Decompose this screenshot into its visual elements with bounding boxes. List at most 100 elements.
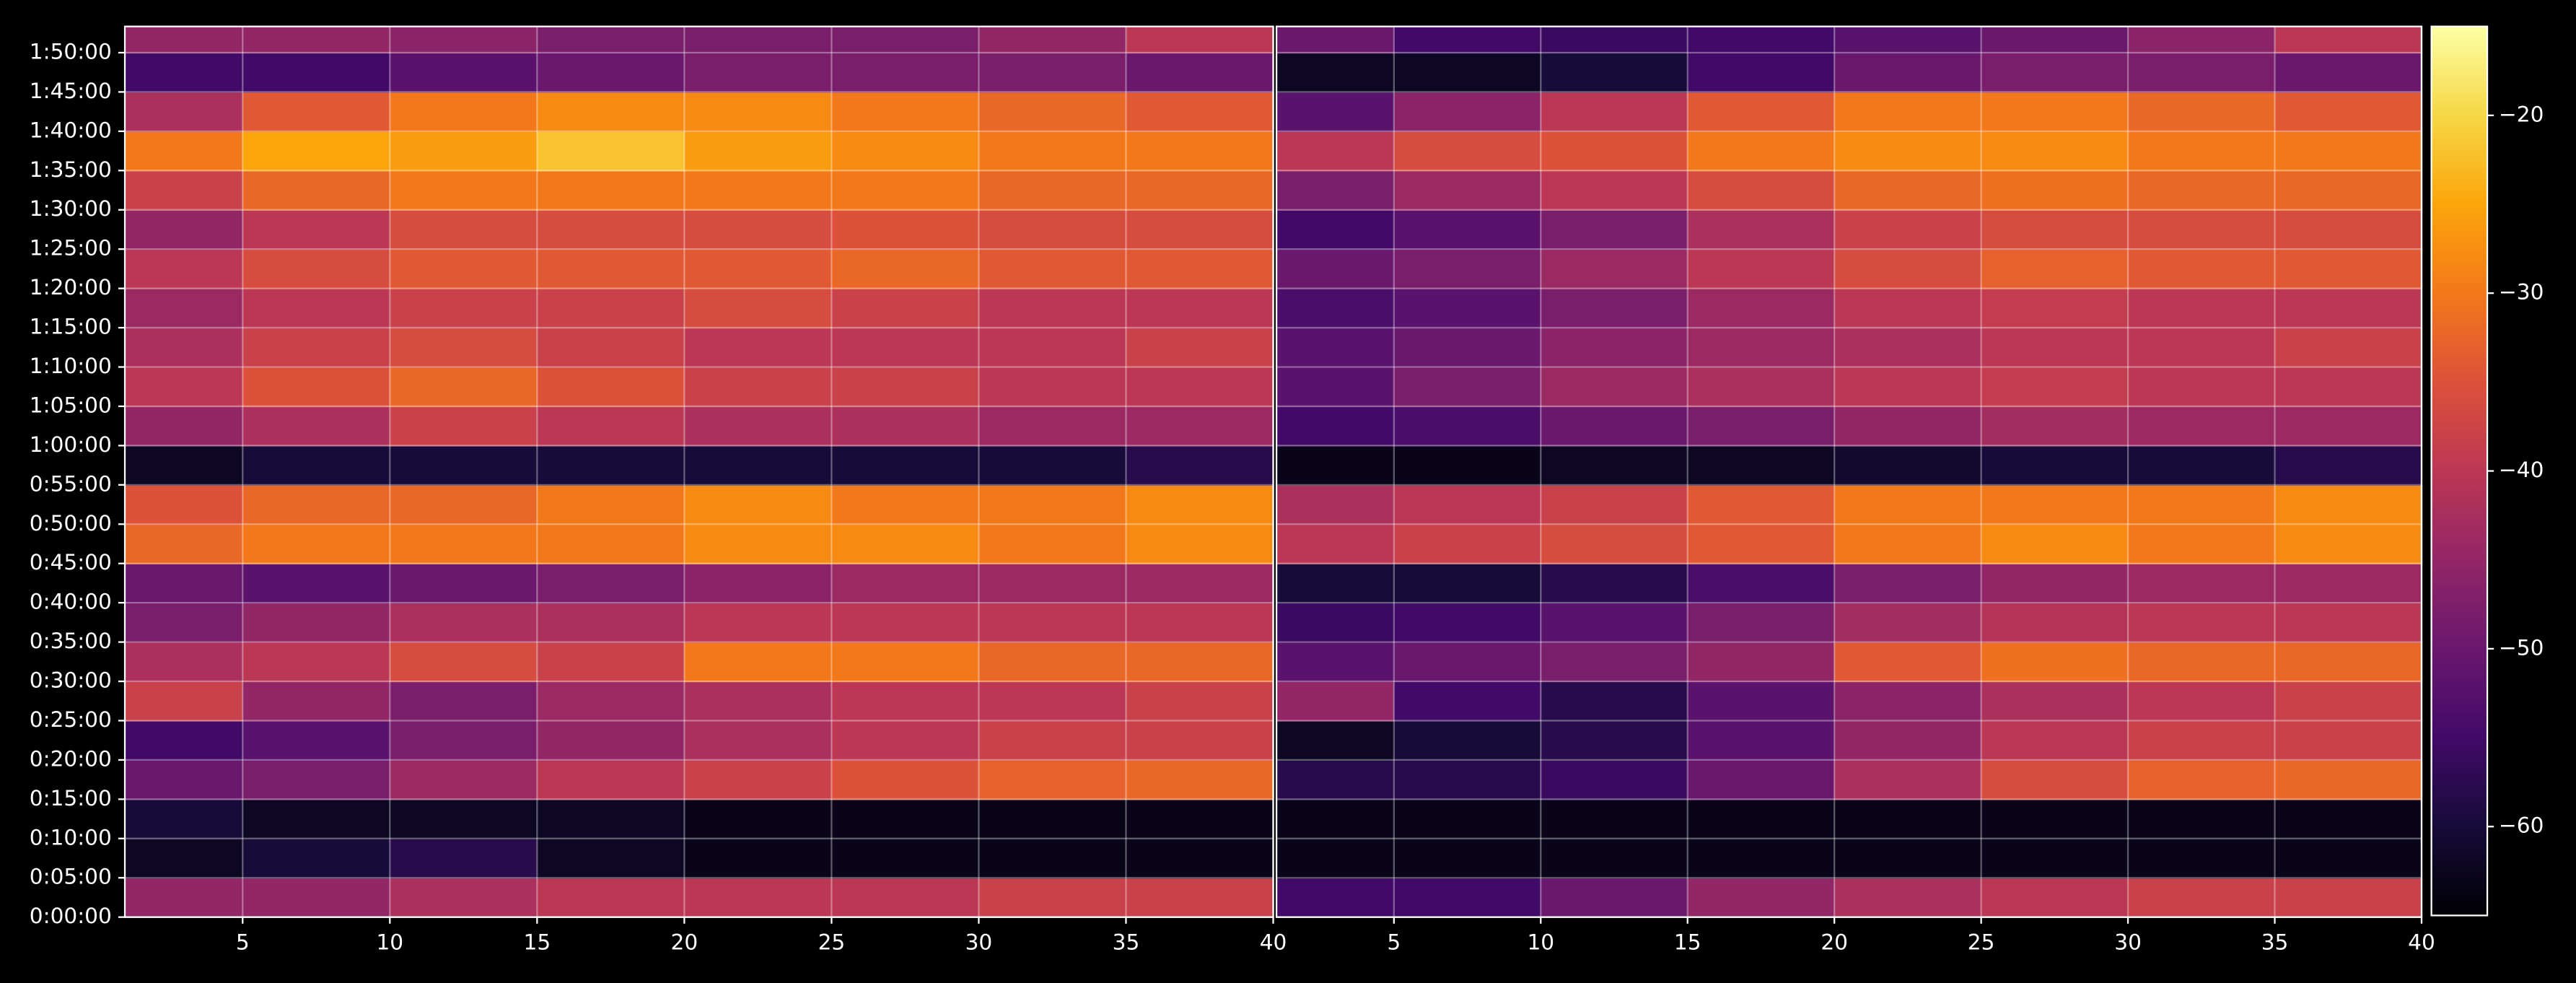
heatmap-cell <box>1393 52 1542 93</box>
heatmap-cell <box>125 92 244 132</box>
heatmap-cell <box>1687 799 1836 839</box>
heatmap-cell <box>2274 681 2423 722</box>
heatmap-cell <box>1126 367 1274 408</box>
heatmap-cell <box>390 878 538 918</box>
heatmap-cell <box>1834 524 1982 564</box>
heatmap-cell <box>1981 799 2129 839</box>
heatmap-cell <box>242 170 391 211</box>
heatmap-cell <box>1981 524 2129 564</box>
heatmap-cell <box>1541 52 1688 93</box>
heatmap-cell <box>684 249 833 289</box>
heatmap-cell <box>1126 681 1274 722</box>
heatmap-cell <box>1981 563 2129 604</box>
heatmap-cell <box>1126 406 1274 447</box>
heatmap-cell <box>684 52 833 93</box>
heatmap-cell <box>831 249 980 289</box>
heatmap-cell <box>125 484 244 525</box>
colorbar-tick-label: −20 <box>2499 102 2544 126</box>
heatmap-cell <box>2128 445 2276 486</box>
heatmap-cell <box>1126 26 1274 54</box>
heatmap-cell <box>2128 642 2276 683</box>
heatmap-cell <box>1276 92 1395 132</box>
heatmap-cell <box>242 328 391 368</box>
heatmap-cell <box>1276 524 1395 564</box>
heatmap-cell <box>1687 209 1836 250</box>
heatmap-cell <box>1541 524 1688 564</box>
heatmap-cell <box>1834 878 1982 918</box>
heatmap-cell <box>390 170 538 211</box>
y-tick-label: 0:15:00 <box>30 786 112 811</box>
heatmap-panel <box>125 26 1274 918</box>
heatmap-cell <box>1541 445 1688 486</box>
heatmap-cell <box>1981 249 2129 289</box>
heatmap-cell <box>1541 328 1688 368</box>
heatmap-cell <box>684 878 833 918</box>
heatmap-cell <box>1981 681 2129 722</box>
heatmap-cell <box>1126 288 1274 329</box>
heatmap-cell <box>1393 720 1542 761</box>
heatmap-cell <box>684 288 833 329</box>
heatmap-cell <box>537 328 685 368</box>
heatmap-cell <box>831 131 980 172</box>
heatmap-cell <box>978 524 1127 564</box>
heatmap-cell <box>831 524 980 564</box>
heatmap-cell <box>1276 131 1395 172</box>
heatmap-cell <box>537 406 685 447</box>
heatmap-cell <box>1834 838 1982 879</box>
heatmap-cell <box>1981 131 2129 172</box>
heatmap-cell <box>242 759 391 800</box>
heatmap-cell <box>978 759 1127 800</box>
heatmap-cell <box>831 720 980 761</box>
heatmap-cell <box>1687 367 1836 408</box>
heatmap-cell <box>125 328 244 368</box>
heatmap-cell <box>1541 878 1688 918</box>
heatmap-cell <box>684 524 833 564</box>
heatmap-cell <box>125 759 244 800</box>
heatmap-cell <box>1834 170 1982 211</box>
heatmap-cell <box>390 642 538 683</box>
colorbar-tick-label: −30 <box>2499 280 2544 305</box>
heatmap-cell <box>537 838 685 879</box>
heatmap-cell <box>1541 720 1688 761</box>
heatmap-cell <box>1687 52 1836 93</box>
heatmap-cell <box>2128 524 2276 564</box>
heatmap-cell <box>1276 26 1395 54</box>
heatmap-cell <box>537 26 685 54</box>
heatmap-cell <box>2274 603 2423 643</box>
x-tick-label: 35 <box>2261 930 2289 955</box>
heatmap-cell <box>1126 603 1274 643</box>
heatmap-cell <box>978 131 1127 172</box>
heatmap-cell <box>125 26 244 54</box>
y-tick-label: 0:45:00 <box>30 550 112 574</box>
heatmap-cell <box>978 170 1127 211</box>
heatmap-cell <box>2274 838 2423 879</box>
heatmap-cell <box>684 799 833 839</box>
panel-frame <box>1275 25 2423 918</box>
heatmap-cell <box>831 603 980 643</box>
heatmap-cell <box>242 563 391 604</box>
heatmap-cell <box>1276 799 1395 839</box>
y-tick-label: 0:50:00 <box>30 511 112 536</box>
heatmap-cell <box>1276 170 1395 211</box>
heatmap-cell <box>242 642 391 683</box>
y-tick-label: 0:25:00 <box>30 707 112 732</box>
heatmap-cell <box>1834 720 1982 761</box>
heatmap-cell <box>1393 406 1542 447</box>
heatmap-cell <box>2274 642 2423 683</box>
heatmap-cell <box>125 878 244 918</box>
heatmap-cell <box>1687 328 1836 368</box>
heatmap-cell <box>390 209 538 250</box>
heatmap-cell <box>242 838 391 879</box>
heatmap-cell <box>1541 92 1688 132</box>
heatmap-cell <box>1687 445 1836 486</box>
heatmap-cell <box>1834 288 1982 329</box>
y-tick-label: 0:30:00 <box>30 668 112 693</box>
x-tick-label: 35 <box>1113 930 1140 955</box>
heatmap-cell <box>242 367 391 408</box>
heatmap-cell <box>125 131 244 172</box>
heatmap-cell <box>2128 288 2276 329</box>
heatmap-cell <box>684 563 833 604</box>
heatmap-cell <box>1541 838 1688 879</box>
heatmap-cell <box>831 759 980 800</box>
heatmap-cell <box>537 878 685 918</box>
